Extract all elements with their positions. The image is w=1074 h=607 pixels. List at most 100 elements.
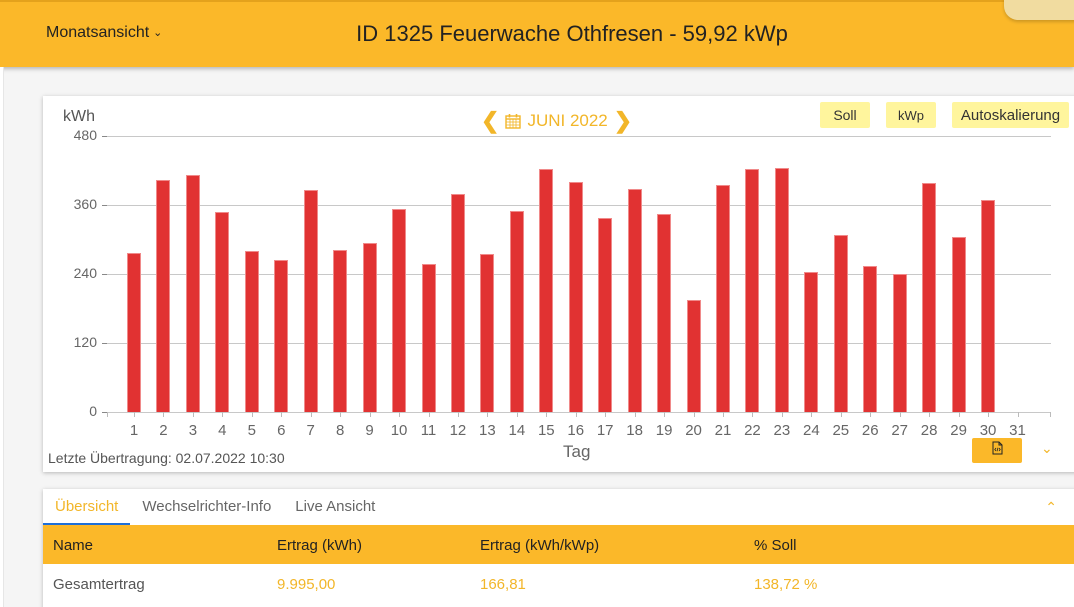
- gridline: [107, 136, 1051, 137]
- bar-day-29[interactable]: [951, 237, 966, 412]
- kwp-toggle-button[interactable]: kWp: [886, 102, 936, 128]
- column-header-name: Name: [53, 537, 94, 554]
- bar-day-3[interactable]: [185, 175, 200, 412]
- bar-day-16[interactable]: [568, 182, 583, 412]
- chart-card: kWh ❮ JUNI 2022 ❯ Soll kWp Autoskalierun…: [43, 96, 1074, 472]
- x-tick: [664, 412, 666, 417]
- x-tick: [251, 412, 253, 417]
- x-tick: [605, 412, 607, 417]
- bar-day-21[interactable]: [716, 184, 730, 412]
- x-tick: [1050, 412, 1051, 417]
- x-tick-label: 23: [773, 422, 791, 439]
- table-header: Name Ertrag (kWh) Ertrag (kWh/kWp) % Sol…: [43, 525, 1074, 564]
- bar-day-11[interactable]: [421, 264, 436, 412]
- x-tick: [781, 412, 783, 417]
- x-tick-label: 25: [832, 422, 850, 439]
- view-mode-label: Monatsansicht: [46, 24, 150, 41]
- x-tick: [281, 412, 283, 417]
- x-tick-label: 4: [218, 422, 227, 439]
- x-tick: [516, 412, 518, 417]
- row-name: Gesamtertrag: [53, 576, 145, 593]
- corner-tab[interactable]: [1004, 0, 1074, 20]
- bar-day-28[interactable]: [922, 183, 937, 412]
- x-tick: [457, 412, 459, 417]
- chevron-down-icon: ⌄: [153, 26, 163, 39]
- chevron-down-icon[interactable]: ⌄: [1041, 440, 1053, 456]
- y-tick: [102, 274, 107, 275]
- bar-day-8[interactable]: [333, 249, 348, 412]
- x-tick-label: 10: [390, 422, 408, 439]
- x-tick-label: 31: [1009, 422, 1026, 439]
- row-ertrag-kwh-kwp: 166,81: [480, 576, 526, 593]
- x-tick-label: 16: [567, 422, 585, 439]
- row-ertrag-kwh: 9.995,00: [277, 576, 336, 593]
- x-tick-label: 14: [508, 422, 526, 439]
- bar-day-25[interactable]: [833, 234, 848, 412]
- export-button[interactable]: [972, 438, 1022, 463]
- x-tick: [163, 412, 165, 417]
- y-tick-label: 120: [73, 334, 97, 350]
- bar-day-5[interactable]: [244, 251, 259, 412]
- x-tick-label: 9: [365, 422, 374, 439]
- page-title: ID 1325 Feuerwache Othfresen - 59,92 kWp: [356, 21, 788, 46]
- x-tick: [428, 412, 430, 417]
- summary-card: Übersicht Wechselrichter-Info Live Ansic…: [43, 489, 1074, 607]
- soll-toggle-button[interactable]: Soll: [820, 102, 870, 128]
- bar-day-22[interactable]: [745, 168, 760, 412]
- x-tick-label: 17: [596, 422, 614, 439]
- row-soll-pct: 138,72 %: [754, 576, 818, 593]
- view-mode-dropdown[interactable]: Monatsansicht ⌄: [46, 24, 162, 42]
- x-tick-label: 15: [537, 422, 555, 439]
- bar-day-14[interactable]: [509, 210, 524, 412]
- tab-live-ansicht[interactable]: Live Ansicht: [295, 498, 376, 515]
- summary-tabs: Übersicht Wechselrichter-Info Live Ansic…: [43, 489, 387, 525]
- bar-day-1[interactable]: [127, 252, 141, 412]
- y-tick: [102, 412, 107, 413]
- bar-day-17[interactable]: [598, 218, 613, 412]
- x-tick: [487, 412, 489, 417]
- x-tick: [575, 412, 577, 417]
- x-tick: [310, 412, 312, 417]
- month-label[interactable]: JUNI 2022: [527, 111, 608, 130]
- x-tick-label: 8: [335, 422, 345, 439]
- autoscale-toggle-button[interactable]: Autoskalierung: [952, 102, 1069, 128]
- bar-day-23[interactable]: [774, 168, 789, 412]
- bar-day-7[interactable]: [303, 190, 318, 412]
- bar-day-13[interactable]: [480, 253, 495, 412]
- x-tick: [958, 412, 960, 417]
- x-tick: [811, 412, 813, 417]
- x-tick-label: 21: [714, 422, 732, 439]
- bar-day-15[interactable]: [539, 168, 554, 412]
- bar-day-30[interactable]: [981, 199, 996, 412]
- bar-day-18[interactable]: [627, 188, 642, 412]
- bar-day-27[interactable]: [892, 274, 907, 412]
- calendar-icon[interactable]: [505, 113, 522, 129]
- x-tick: [340, 412, 342, 417]
- bar-day-19[interactable]: [657, 214, 672, 412]
- chevron-up-icon[interactable]: ⌃: [1045, 499, 1057, 515]
- x-tick-label: 6: [277, 422, 286, 439]
- bar-day-10[interactable]: [392, 209, 407, 412]
- x-tick: [723, 412, 724, 417]
- bar-day-6[interactable]: [274, 260, 289, 412]
- bar-day-12[interactable]: [450, 194, 465, 412]
- bar-day-9[interactable]: [362, 242, 377, 412]
- bar-day-26[interactable]: [863, 265, 878, 412]
- tab-wechselrichter-info[interactable]: Wechselrichter-Info: [142, 498, 272, 515]
- x-tick: [870, 412, 872, 417]
- tab-uebersicht[interactable]: Übersicht: [43, 489, 131, 525]
- sidebar-edge: [0, 67, 4, 607]
- chevron-right-icon[interactable]: ❯: [613, 108, 633, 133]
- x-tick-label: 26: [861, 422, 879, 439]
- y-tick-label: 360: [73, 196, 97, 212]
- x-tick: [899, 412, 901, 417]
- bar-day-2[interactable]: [156, 180, 171, 412]
- bar-day-20[interactable]: [686, 299, 701, 412]
- x-tick: [1017, 412, 1019, 417]
- last-transfer-timestamp: Letzte Übertragung: 02.07.2022 10:30: [48, 450, 285, 466]
- chevron-left-icon[interactable]: ❮: [481, 108, 500, 133]
- bar-day-24[interactable]: [804, 272, 819, 412]
- x-tick-label: 7: [306, 422, 315, 439]
- x-tick: [399, 412, 401, 417]
- bar-day-4[interactable]: [215, 211, 230, 412]
